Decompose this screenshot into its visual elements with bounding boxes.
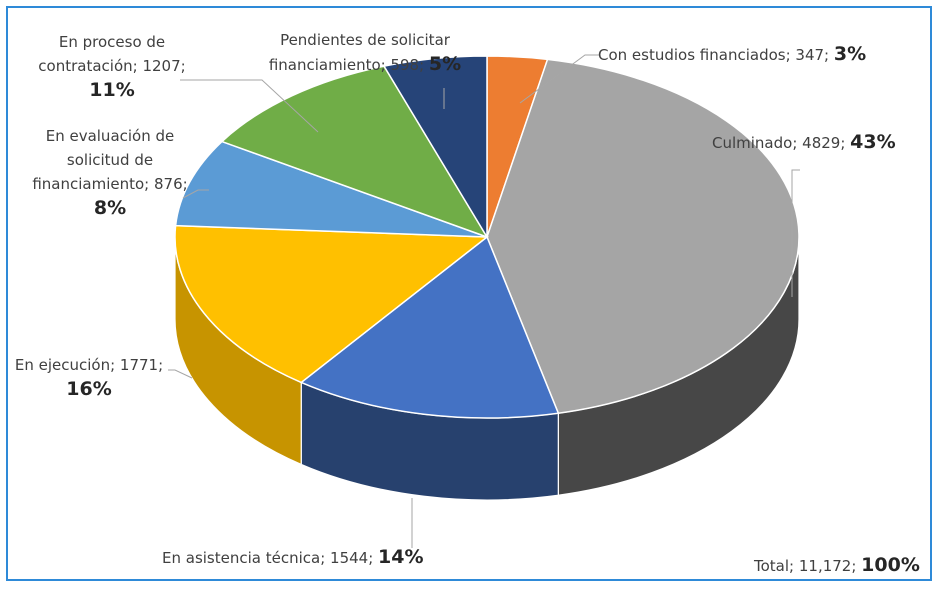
label-ejecucion: En ejecución; 1771; 16% [14, 356, 164, 400]
leader-evaluacion [182, 189, 209, 199]
label-evaluacion: En evaluación de solicitud de financiami… [32, 127, 188, 219]
leader-culminado [791, 169, 800, 297]
leader-lines [168, 54, 800, 548]
leader-contratacion [180, 79, 319, 133]
label-total: Total; 11,172; 100% [754, 554, 920, 576]
pie-slice-pendientes-de-solicitar-financiamiento [382, 55, 488, 240]
leader-ejecucion [168, 369, 193, 379]
pie-slice-en-asistencia-tecnica [299, 235, 560, 419]
pie-slice-en-ejecucion [174, 224, 490, 384]
label-contratacion: En proceso de contratación; 1207; 11% [38, 33, 186, 101]
label-asistencia: En asistencia técnica; 1544; 14% [162, 546, 424, 568]
pie-slice-en-proceso-de-contratacion [220, 65, 489, 239]
pie-slice-en-evaluacion-de-solicitud-de-financiamiento [174, 140, 488, 238]
label-pendientes: Pendientes de solicitar financiamiento; … [268, 31, 462, 75]
label-con-estudios: Con estudios financiados; 347; 3% [598, 43, 867, 65]
leader-con-estudios [519, 54, 600, 104]
pie-slice-culminado [486, 58, 800, 415]
label-culminado: Culminado; 4829; 43% [712, 131, 896, 153]
